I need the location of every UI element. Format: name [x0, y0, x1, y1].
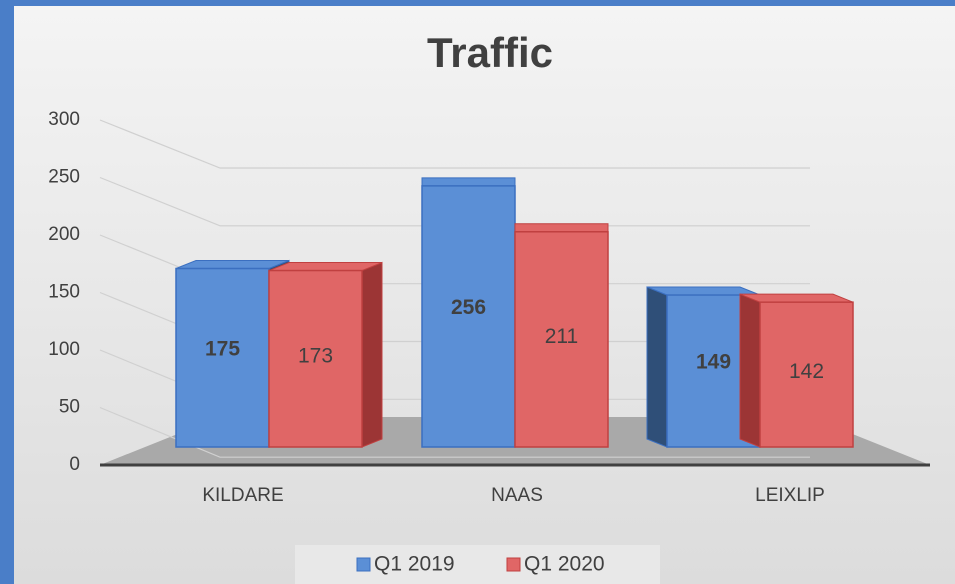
chart-title: Traffic: [427, 29, 553, 76]
y-tick-label: 50: [59, 397, 80, 418]
bar-side: [739, 293, 761, 448]
y-tick-label: 150: [48, 282, 80, 303]
bar-top: [421, 177, 516, 187]
bar-top: [175, 260, 290, 269]
x-tick-label: NAAS: [491, 485, 543, 506]
bar-top: [268, 262, 383, 272]
data-label: 173: [298, 344, 333, 367]
data-label: 142: [789, 360, 824, 383]
bar-top: [514, 223, 609, 233]
grid-line: [99, 406, 810, 458]
y-tick-label: 300: [48, 109, 80, 130]
bar-side: [361, 261, 383, 448]
legend: Q1 2019 Q1 2020: [295, 545, 660, 584]
bar: [268, 269, 363, 448]
y-tick-label: 250: [48, 167, 80, 188]
grid-line: [99, 176, 810, 227]
legend-swatch: [506, 557, 521, 572]
y-tick-label: 100: [48, 339, 80, 360]
legend-swatch: [356, 557, 371, 572]
bar: [759, 301, 854, 448]
data-label: 175: [205, 337, 240, 360]
bar-side: [646, 286, 668, 448]
y-tick-label: 0: [69, 454, 80, 475]
bar: [175, 267, 270, 448]
bar: [514, 231, 609, 448]
data-label: 149: [696, 351, 731, 374]
legend-label: Q1 2020: [524, 553, 605, 576]
grid-line: [99, 119, 810, 169]
legend-label: Q1 2019: [374, 553, 455, 576]
legend-box: [295, 545, 660, 584]
data-label: 256: [451, 296, 486, 319]
y-tick-label: 200: [48, 224, 80, 245]
data-label: 211: [545, 325, 578, 348]
bar: [421, 185, 516, 448]
x-tick-label: LEIXLIP: [755, 485, 825, 506]
bar-top: [739, 293, 854, 303]
x-tick-label: KILDARE: [202, 485, 283, 506]
